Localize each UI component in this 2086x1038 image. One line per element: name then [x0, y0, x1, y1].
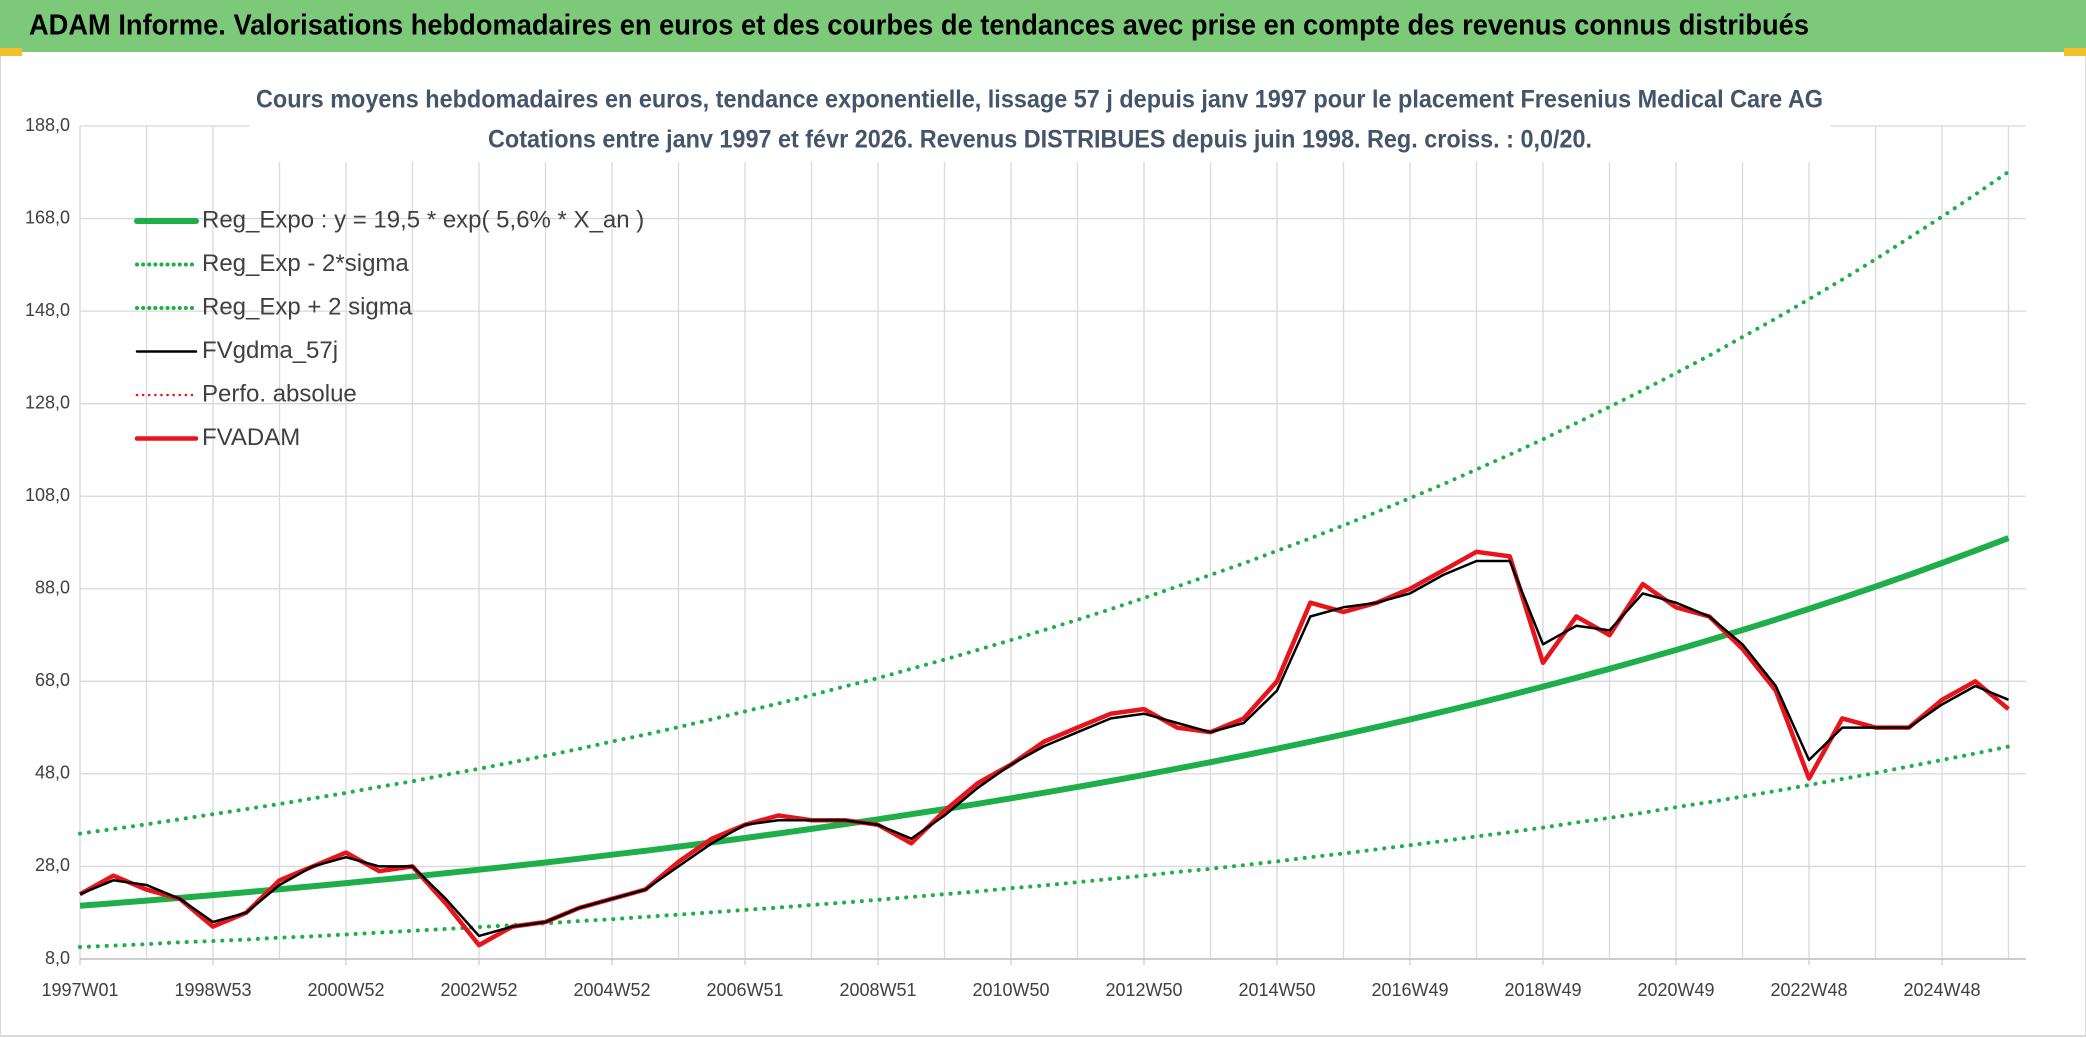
x-tick-label: 2002W52 — [440, 980, 517, 1000]
series-line — [79, 559, 2009, 938]
x-tick-label: 2016W49 — [1371, 980, 1448, 1000]
y-tick-label: 148,0 — [25, 300, 70, 320]
y-tick-label: 88,0 — [35, 578, 70, 598]
x-tick-label: 2014W50 — [1238, 980, 1315, 1000]
series-line — [79, 535, 2010, 909]
y-tick-label: 48,0 — [35, 763, 70, 783]
chart-title: Cours moyens hebdomadaires en euros, ten… — [256, 86, 1823, 114]
legend-label: FVgdma_57j — [202, 337, 338, 364]
y-tick-label: 28,0 — [35, 855, 70, 875]
series-line — [78, 169, 2011, 836]
x-tick-label: 2020W49 — [1637, 980, 1714, 1000]
series-line — [78, 549, 2010, 948]
title-box — [250, 82, 1830, 162]
corner-mark — [0, 48, 22, 56]
x-tick-label: 2000W52 — [307, 980, 384, 1000]
header-banner — [0, 0, 2086, 52]
legend-label: Perfo. absolue — [202, 380, 357, 407]
x-tick-label: 2022W48 — [1770, 980, 1847, 1000]
x-tick-label: 1998W53 — [174, 980, 251, 1000]
y-tick-label: 108,0 — [25, 485, 70, 505]
y-tick-label: 168,0 — [25, 207, 70, 227]
legend-label: FVADAM — [202, 424, 300, 451]
y-tick-label: 188,0 — [25, 115, 70, 135]
y-tick-label: 68,0 — [35, 670, 70, 690]
legend-label: Reg_Exp - 2*sigma — [202, 250, 409, 277]
legend-label: Reg_Exp + 2 sigma — [202, 293, 413, 320]
x-tick-label: 2012W50 — [1105, 980, 1182, 1000]
x-tick-label: 2010W50 — [972, 980, 1049, 1000]
page-title: ADAM Informe. Valorisations hebdomadaire… — [29, 10, 1809, 42]
x-tick-label: 2006W51 — [706, 980, 783, 1000]
legend-label: Reg_Expo : y = 19,5 * exp( 5,6% * X_an ) — [202, 206, 644, 233]
y-tick-label: 128,0 — [25, 392, 70, 412]
x-tick-label: 1997W01 — [41, 980, 118, 1000]
x-tick-label: 2024W48 — [1903, 980, 1980, 1000]
x-tick-label: 2018W49 — [1504, 980, 1581, 1000]
x-tick-label: 2004W52 — [573, 980, 650, 1000]
series-line — [78, 744, 2011, 949]
x-tick-label: 2008W51 — [839, 980, 916, 1000]
corner-mark — [2064, 48, 2086, 56]
chart-subtitle: Cotations entre janv 1997 et févr 2026. … — [488, 126, 1592, 154]
y-tick-label: 8,0 — [45, 948, 70, 968]
